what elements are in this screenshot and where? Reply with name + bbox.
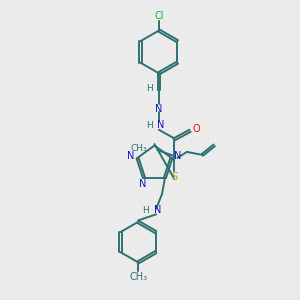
Text: S: S <box>171 172 177 182</box>
Text: N: N <box>174 151 181 161</box>
Text: N: N <box>139 179 146 189</box>
Text: CH₃: CH₃ <box>129 272 147 282</box>
Text: H: H <box>147 121 153 130</box>
Text: N: N <box>155 104 163 114</box>
Text: N: N <box>127 151 135 161</box>
Text: CH₃: CH₃ <box>130 144 147 153</box>
Text: N: N <box>157 120 164 130</box>
Text: O: O <box>193 124 200 134</box>
Text: Cl: Cl <box>155 11 164 21</box>
Text: H: H <box>142 206 149 215</box>
Text: H: H <box>147 84 153 93</box>
Text: N: N <box>154 206 161 215</box>
